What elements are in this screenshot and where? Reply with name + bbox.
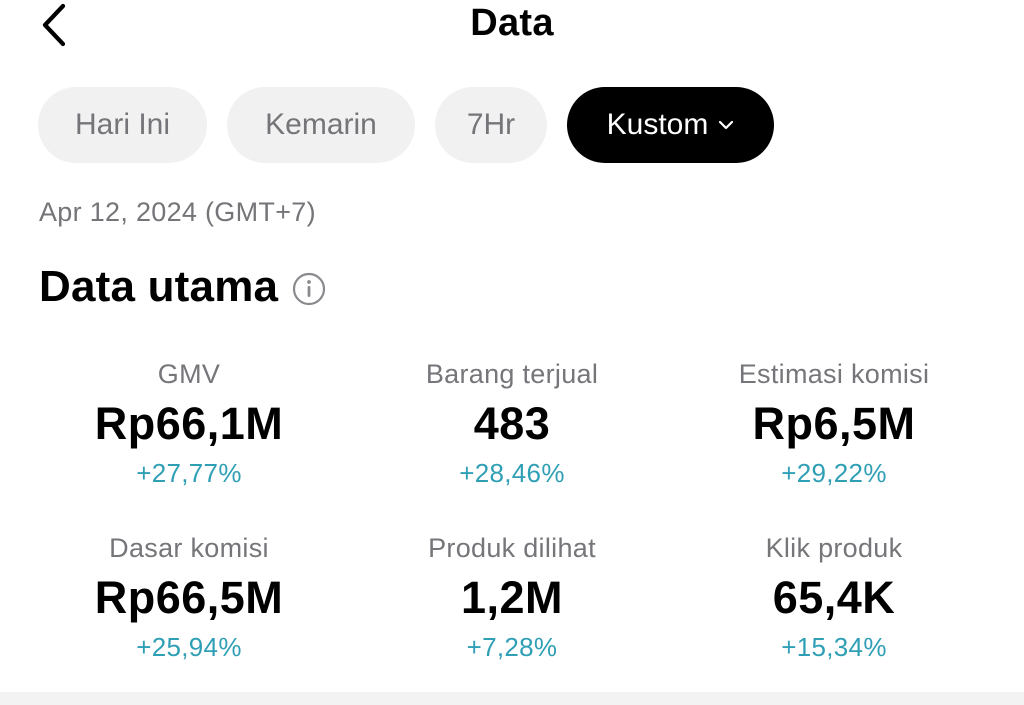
section-header: Data utama (39, 262, 326, 312)
chip-kustom[interactable]: Kustom (567, 87, 774, 163)
metric-value: 1,2M (460, 572, 564, 623)
chip-kustom-label: Kustom (606, 108, 709, 141)
metric-label: Produk dilihat (428, 533, 596, 563)
metric-label: Dasar komisi (109, 533, 269, 563)
info-icon[interactable] (292, 272, 326, 306)
top-bar: Data (0, 0, 1024, 60)
metric-value: 65,4K (772, 572, 896, 623)
metric-gmv[interactable]: GMV Rp66,1M +27,77% (39, 357, 339, 493)
metric-delta: +7,28% (466, 632, 558, 662)
metric-value: 483 (473, 398, 551, 449)
chip-kemarin[interactable]: Kemarin (227, 87, 415, 163)
chip-hari-ini[interactable]: Hari Ini (38, 87, 207, 163)
metric-label: Klik produk (765, 533, 903, 563)
page-title: Data (470, 2, 554, 44)
metric-delta: +27,77% (136, 458, 242, 488)
chevron-down-icon (718, 120, 734, 130)
metric-delta: +25,94% (136, 632, 242, 662)
metric-barang-terjual[interactable]: Barang terjual 483 +28,46% (362, 357, 662, 493)
date-filter-chips: Hari Ini Kemarin 7Hr Kustom (38, 87, 774, 163)
metric-klik-produk[interactable]: Klik produk 65,4K +15,34% (684, 531, 984, 667)
metric-label: GMV (157, 359, 221, 389)
metric-produk-dilihat[interactable]: Produk dilihat 1,2M +7,28% (362, 531, 662, 667)
metric-delta: +29,22% (781, 458, 887, 488)
section-divider (0, 692, 1024, 705)
section-title: Data utama (39, 262, 279, 311)
metric-value: Rp6,5M (752, 398, 916, 449)
metric-delta: +15,34% (781, 632, 887, 662)
metric-dasar-komisi[interactable]: Dasar komisi Rp66,5M +25,94% (39, 531, 339, 667)
metric-value: Rp66,5M (94, 572, 284, 623)
date-range-label: Apr 12, 2024 (GMT+7) (39, 197, 316, 227)
back-button[interactable] (30, 0, 78, 50)
chip-7hr[interactable]: 7Hr (435, 87, 547, 163)
metric-label: Barang terjual (425, 359, 599, 389)
metric-delta: +28,46% (459, 458, 565, 488)
metric-value: Rp66,1M (94, 398, 284, 449)
metric-estimasi-komisi[interactable]: Estimasi komisi Rp6,5M +29,22% (684, 357, 984, 493)
metric-label: Estimasi komisi (738, 359, 930, 389)
chevron-left-icon (42, 3, 66, 47)
